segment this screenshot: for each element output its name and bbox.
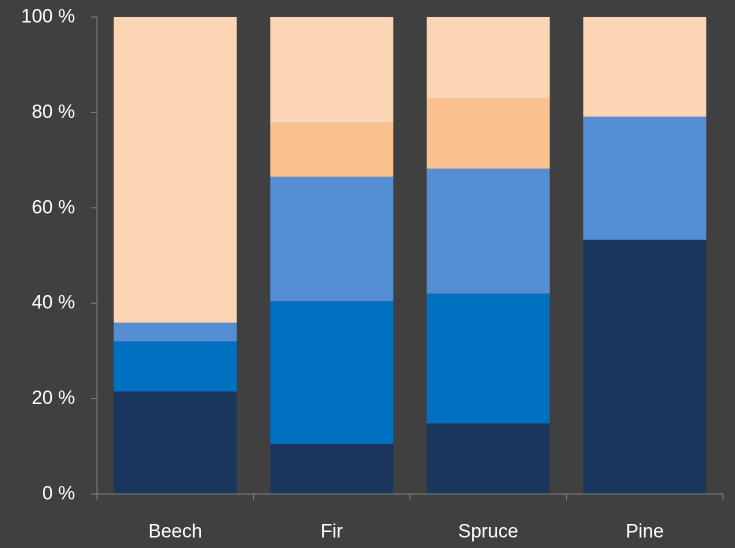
axes-group xyxy=(91,16,724,500)
y-tick-labels: 0 % 20 % 40 % 60 % 80 % 100 % xyxy=(21,7,75,505)
bar-segment-beech-1 xyxy=(113,391,237,494)
x-tick-label-spruce: Spruce xyxy=(458,522,518,543)
y-tick-label-80: 80 % xyxy=(32,102,75,123)
y-tick-label-20: 20 % xyxy=(32,388,75,409)
y-tick-label-60: 60 % xyxy=(32,197,75,218)
y-tick-label-0: 0 % xyxy=(42,484,75,505)
bar-segment-spruce-4 xyxy=(426,98,550,169)
bar-segment-beech-2 xyxy=(113,341,237,392)
y-tick-label-40: 40 % xyxy=(32,293,75,314)
bar-segment-pine-1 xyxy=(583,239,707,494)
bar-segment-spruce-5 xyxy=(426,17,550,99)
bar-segment-fir-5 xyxy=(270,17,394,123)
y-tick-label-100: 100 % xyxy=(21,7,75,28)
x-tick-label-pine: Pine xyxy=(626,522,664,543)
x-tick-labels: Beech Fir Spruce Pine xyxy=(148,522,663,543)
bar-segment-beech-5 xyxy=(113,17,237,323)
bar-segment-pine-5 xyxy=(583,17,707,117)
bar-segment-fir-1 xyxy=(270,443,394,494)
bars-group xyxy=(113,17,707,494)
bar-segment-pine-3 xyxy=(583,116,707,240)
bar-segment-fir-3 xyxy=(270,176,394,302)
bar-segment-fir-2 xyxy=(270,301,394,444)
x-tick-label-fir: Fir xyxy=(321,522,344,543)
bar-segment-spruce-2 xyxy=(426,293,550,424)
bar-segment-fir-4 xyxy=(270,122,394,177)
x-tick-label-beech: Beech xyxy=(148,522,202,543)
bar-segment-spruce-3 xyxy=(426,168,550,294)
bar-segment-spruce-1 xyxy=(426,423,550,494)
bar-segment-beech-3 xyxy=(113,322,237,342)
